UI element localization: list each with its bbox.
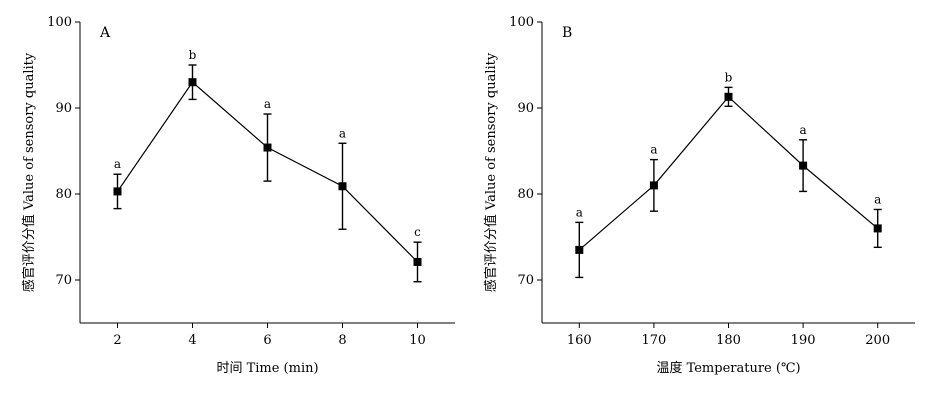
panel-label: B bbox=[562, 25, 572, 41]
x-tick-label: 8 bbox=[338, 333, 346, 348]
y-tick-label: 90 bbox=[55, 101, 72, 116]
x-tick-label: 2 bbox=[113, 333, 121, 348]
series-line bbox=[578, 95, 879, 251]
y-tick-label: 100 bbox=[47, 15, 72, 30]
significance-label: a bbox=[800, 123, 807, 137]
significance-label: b bbox=[725, 70, 733, 84]
data-point-marker bbox=[188, 78, 197, 87]
x-tick-label: 4 bbox=[188, 333, 196, 348]
data-point-marker bbox=[799, 161, 808, 170]
chart-panel-a: 70 80 90 100 2 4 6 8 10 时间 Time (min) 感官评价分值 Value… bbox=[21, 15, 455, 376]
data-point-marker bbox=[338, 182, 347, 191]
significance-label: a bbox=[114, 157, 121, 171]
significance-label: a bbox=[650, 143, 657, 157]
x-axis-title: 时间 Time (min) bbox=[216, 361, 318, 376]
x-axis-title: 温度 Temperature (℃) bbox=[656, 360, 800, 376]
data-point-marker bbox=[413, 257, 422, 266]
x-tick-label: 180 bbox=[716, 333, 741, 348]
significance-label: a bbox=[339, 126, 346, 140]
chart-panel-b: 70 80 90 100 160 170 180 190 200 温度 Temperature (… bbox=[483, 15, 915, 376]
y-tick-label: 80 bbox=[517, 187, 534, 202]
significance-label: a bbox=[264, 97, 271, 111]
y-tick-label: 70 bbox=[517, 273, 534, 288]
y-axis-title: 感官评价分值 Value of sensory quality bbox=[483, 52, 499, 292]
significance-label: b bbox=[189, 48, 197, 62]
x-tick-label: 200 bbox=[865, 333, 890, 348]
data-point-marker bbox=[873, 224, 882, 233]
panel-label: A bbox=[99, 25, 111, 41]
y-tick-label: 70 bbox=[55, 273, 72, 288]
significance-label: c bbox=[414, 225, 421, 239]
data-point-marker bbox=[575, 245, 584, 254]
x-tick-label: 160 bbox=[567, 333, 592, 348]
y-tick-label: 100 bbox=[509, 15, 534, 30]
significance-label: a bbox=[576, 205, 583, 219]
x-tick-label: 190 bbox=[791, 333, 816, 348]
significance-label: a bbox=[874, 192, 881, 206]
y-axis-title: 感官评价分值 Value of sensory quality bbox=[21, 52, 37, 292]
data-point-marker bbox=[649, 181, 658, 190]
x-tick-label: 6 bbox=[263, 333, 271, 348]
y-tick-label: 80 bbox=[55, 187, 72, 202]
x-tick-label: 170 bbox=[641, 333, 666, 348]
data-point-marker bbox=[263, 143, 272, 152]
y-tick-label: 90 bbox=[517, 101, 534, 116]
x-tick-label: 10 bbox=[409, 333, 426, 348]
data-point-marker bbox=[724, 92, 733, 101]
data-point-marker bbox=[113, 187, 122, 196]
